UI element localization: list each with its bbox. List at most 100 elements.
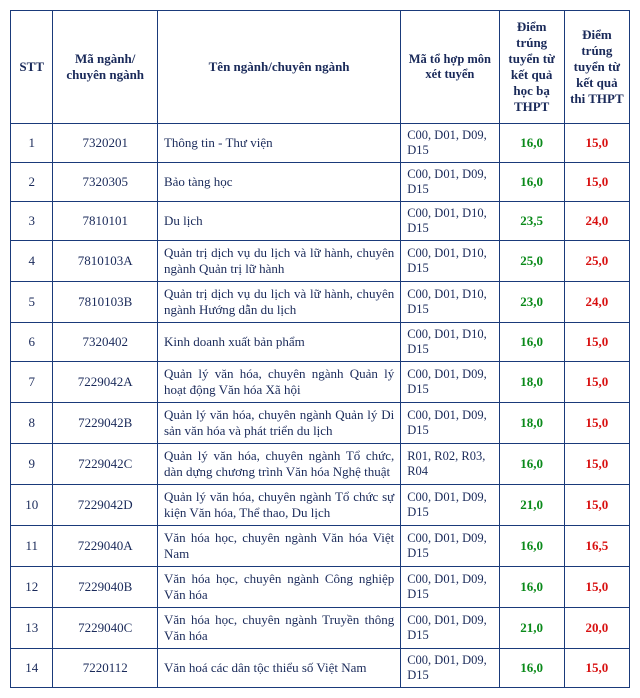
cell-combo: C00, D01, D09, D15 bbox=[401, 403, 499, 444]
cell-score-thi: 15,0 bbox=[564, 444, 629, 485]
cell-code: 7229040C bbox=[53, 608, 158, 649]
cell-score-thi: 25,0 bbox=[564, 241, 629, 282]
cell-score-thi: 24,0 bbox=[564, 282, 629, 323]
table-row: 137229040CVăn hóa học, chuyên ngành Truy… bbox=[11, 608, 630, 649]
cell-combo: R01, R02, R03, R04 bbox=[401, 444, 499, 485]
cell-score-hocba: 25,0 bbox=[499, 241, 564, 282]
cell-stt: 7 bbox=[11, 362, 53, 403]
table-row: 57810103BQuản trị dịch vụ du lịch và lữ … bbox=[11, 282, 630, 323]
cell-name: Văn hoá các dân tộc thiểu số Việt Nam bbox=[157, 649, 400, 688]
cell-score-thi: 15,0 bbox=[564, 124, 629, 163]
cell-score-hocba: 23,5 bbox=[499, 202, 564, 241]
cell-stt: 10 bbox=[11, 485, 53, 526]
table-row: 17320201Thông tin - Thư việnC00, D01, D0… bbox=[11, 124, 630, 163]
table-body: 17320201Thông tin - Thư việnC00, D01, D0… bbox=[11, 124, 630, 688]
table-row: 147220112Văn hoá các dân tộc thiểu số Vi… bbox=[11, 649, 630, 688]
table-header: STT Mã ngành/ chuyên ngành Tên ngành/chu… bbox=[11, 11, 630, 124]
cell-code: 7320201 bbox=[53, 124, 158, 163]
header-stt: STT bbox=[11, 11, 53, 124]
cell-code: 7810103B bbox=[53, 282, 158, 323]
table-row: 97229042CQuản lý văn hóa, chuyên ngành T… bbox=[11, 444, 630, 485]
cell-name: Quản trị dịch vụ du lịch và lữ hành, chu… bbox=[157, 282, 400, 323]
cell-stt: 11 bbox=[11, 526, 53, 567]
header-combo: Mã tổ hợp môn xét tuyển bbox=[401, 11, 499, 124]
cell-score-thi: 15,0 bbox=[564, 403, 629, 444]
cell-code: 7810101 bbox=[53, 202, 158, 241]
cell-code: 7220112 bbox=[53, 649, 158, 688]
cell-score-hocba: 18,0 bbox=[499, 403, 564, 444]
cell-name: Văn hóa học, chuyên ngành Truyền thông V… bbox=[157, 608, 400, 649]
cell-score-thi: 15,0 bbox=[564, 649, 629, 688]
cell-combo: C00, D01, D09, D15 bbox=[401, 526, 499, 567]
cell-score-hocba: 21,0 bbox=[499, 485, 564, 526]
table-row: 67320402Kinh doanh xuất bản phẩmC00, D01… bbox=[11, 323, 630, 362]
cell-score-hocba: 18,0 bbox=[499, 362, 564, 403]
cell-score-hocba: 16,0 bbox=[499, 444, 564, 485]
cell-score-hocba: 16,0 bbox=[499, 526, 564, 567]
cell-combo: C00, D01, D10, D15 bbox=[401, 323, 499, 362]
header-score1: Điểm trúng tuyển từ kết quả học bạ THPT bbox=[499, 11, 564, 124]
cell-score-thi: 15,0 bbox=[564, 323, 629, 362]
header-score2: Điểm trúng tuyển từ kết quả thi THPT bbox=[564, 11, 629, 124]
cell-score-thi: 24,0 bbox=[564, 202, 629, 241]
cell-score-thi: 15,0 bbox=[564, 163, 629, 202]
cell-code: 7229042B bbox=[53, 403, 158, 444]
cell-stt: 5 bbox=[11, 282, 53, 323]
cell-name: Quản lý văn hóa, chuyên ngành Tổ chức, d… bbox=[157, 444, 400, 485]
cell-stt: 4 bbox=[11, 241, 53, 282]
cell-combo: C00, D01, D10, D15 bbox=[401, 241, 499, 282]
table-row: 47810103AQuản trị dịch vụ du lịch và lữ … bbox=[11, 241, 630, 282]
header-name: Tên ngành/chuyên ngành bbox=[157, 11, 400, 124]
cell-stt: 12 bbox=[11, 567, 53, 608]
cell-score-thi: 15,0 bbox=[564, 485, 629, 526]
table-row: 77229042AQuản lý văn hóa, chuyên ngành Q… bbox=[11, 362, 630, 403]
cell-score-hocba: 16,0 bbox=[499, 649, 564, 688]
cell-stt: 6 bbox=[11, 323, 53, 362]
cell-stt: 1 bbox=[11, 124, 53, 163]
table-row: 87229042BQuản lý văn hóa, chuyên ngành Q… bbox=[11, 403, 630, 444]
cell-name: Kinh doanh xuất bản phẩm bbox=[157, 323, 400, 362]
cell-stt: 14 bbox=[11, 649, 53, 688]
cell-name: Văn hóa học, chuyên ngành Văn hóa Việt N… bbox=[157, 526, 400, 567]
cell-code: 7320305 bbox=[53, 163, 158, 202]
cell-score-hocba: 23,0 bbox=[499, 282, 564, 323]
cell-code: 7810103A bbox=[53, 241, 158, 282]
cell-score-thi: 15,0 bbox=[564, 567, 629, 608]
cell-name: Du lịch bbox=[157, 202, 400, 241]
table-row: 27320305Bảo tàng họcC00, D01, D09, D1516… bbox=[11, 163, 630, 202]
cell-name: Quản lý văn hóa, chuyên ngành Tổ chức sự… bbox=[157, 485, 400, 526]
cell-name: Quản lý văn hóa, chuyên ngành Quản lý ho… bbox=[157, 362, 400, 403]
cell-name: Bảo tàng học bbox=[157, 163, 400, 202]
cell-score-hocba: 21,0 bbox=[499, 608, 564, 649]
cell-score-thi: 15,0 bbox=[564, 362, 629, 403]
cell-stt: 8 bbox=[11, 403, 53, 444]
cell-stt: 9 bbox=[11, 444, 53, 485]
cell-combo: C00, D01, D09, D15 bbox=[401, 485, 499, 526]
cell-code: 7229042A bbox=[53, 362, 158, 403]
cell-name: Thông tin - Thư viện bbox=[157, 124, 400, 163]
cell-code: 7229040B bbox=[53, 567, 158, 608]
cell-name: Quản trị dịch vụ du lịch và lữ hành, chu… bbox=[157, 241, 400, 282]
table-row: 37810101Du lịchC00, D01, D10, D1523,524,… bbox=[11, 202, 630, 241]
admission-scores-table: STT Mã ngành/ chuyên ngành Tên ngành/chu… bbox=[10, 10, 630, 688]
cell-name: Văn hóa học, chuyên ngành Công nghiệp Vă… bbox=[157, 567, 400, 608]
cell-combo: C00, D01, D09, D15 bbox=[401, 124, 499, 163]
cell-combo: C00, D01, D09, D15 bbox=[401, 362, 499, 403]
cell-score-thi: 20,0 bbox=[564, 608, 629, 649]
cell-combo: C00, D01, D09, D15 bbox=[401, 608, 499, 649]
cell-score-thi: 16,5 bbox=[564, 526, 629, 567]
table-row: 117229040AVăn hóa học, chuyên ngành Văn … bbox=[11, 526, 630, 567]
cell-score-hocba: 16,0 bbox=[499, 163, 564, 202]
header-code: Mã ngành/ chuyên ngành bbox=[53, 11, 158, 124]
cell-name: Quản lý văn hóa, chuyên ngành Quản lý Di… bbox=[157, 403, 400, 444]
cell-stt: 2 bbox=[11, 163, 53, 202]
cell-combo: C00, D01, D09, D15 bbox=[401, 567, 499, 608]
cell-combo: C00, D01, D10, D15 bbox=[401, 282, 499, 323]
cell-score-hocba: 16,0 bbox=[499, 323, 564, 362]
cell-combo: C00, D01, D09, D15 bbox=[401, 163, 499, 202]
table-row: 127229040BVăn hóa học, chuyên ngành Công… bbox=[11, 567, 630, 608]
cell-code: 7229040A bbox=[53, 526, 158, 567]
cell-score-hocba: 16,0 bbox=[499, 567, 564, 608]
cell-stt: 3 bbox=[11, 202, 53, 241]
cell-stt: 13 bbox=[11, 608, 53, 649]
